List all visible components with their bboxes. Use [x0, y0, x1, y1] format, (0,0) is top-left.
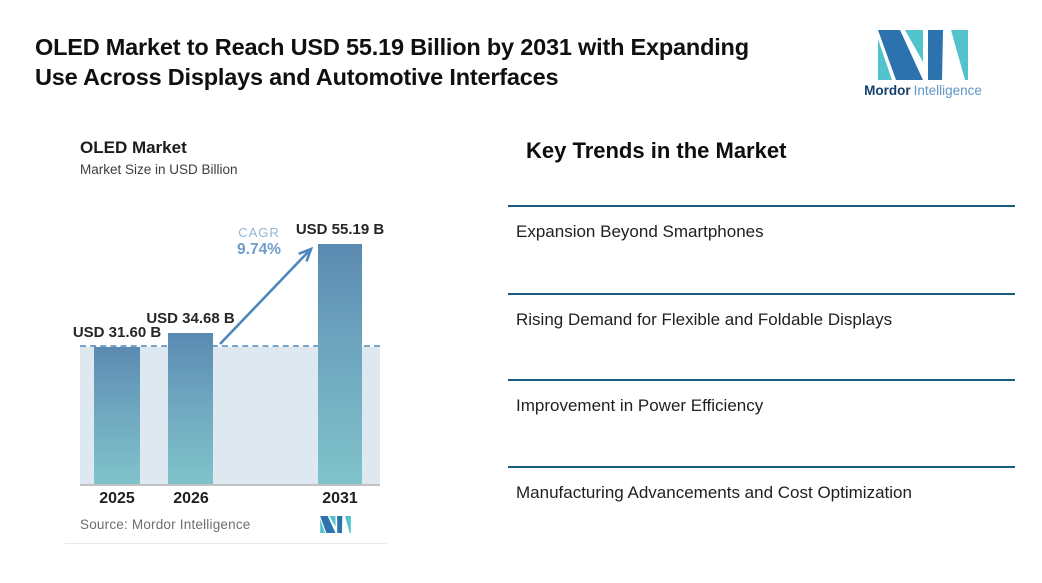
- trend-item-manufacturing: Manufacturing Advancements and Cost Opti…: [508, 466, 1015, 546]
- trend-item-power-efficiency: Improvement in Power Efficiency: [508, 379, 1015, 466]
- brand-name: Mordor Intelligence: [864, 83, 982, 98]
- x-axis-line: [80, 484, 380, 486]
- x-tick-2025: 2025: [99, 490, 135, 507]
- bar-2026-fill: [168, 333, 213, 484]
- trend-item-expansion: Expansion Beyond Smartphones: [508, 205, 1015, 293]
- bar-2031-fill: [318, 244, 362, 484]
- cagr-annotation: CAGR 9.74%: [219, 225, 299, 259]
- bar-2031-value-label: USD 55.19 B: [295, 221, 385, 238]
- trends-heading: Key Trends in the Market: [526, 138, 787, 163]
- key-trends-panel: Key Trends in the Market Expansion Beyon…: [508, 138, 1015, 546]
- brand-word-mordor: Mordor: [864, 83, 911, 98]
- brand-logo: Mordor Intelligence: [864, 30, 982, 98]
- x-tick-2026: 2026: [173, 490, 209, 507]
- bar-2025-value-label: USD 31.60 B: [72, 324, 162, 341]
- mordor-intelligence-logo-icon: [878, 30, 968, 80]
- bar-2025: USD 31.60 B: [73, 324, 161, 484]
- page-title-line2: Use Across Displays and Automotive Inter…: [35, 64, 559, 90]
- bar-2025-fill: [94, 347, 140, 484]
- trend-item-flexible-displays: Rising Demand for Flexible and Foldable …: [508, 293, 1015, 379]
- chart-subtitle: Market Size in USD Billion: [80, 162, 238, 177]
- x-axis-labels: 2025 2026 2031: [80, 490, 380, 510]
- reference-dashed-line: [80, 345, 380, 347]
- bar-2026: USD 34.68 B: [146, 310, 235, 484]
- bar-2031: USD 55.19 B: [296, 221, 384, 484]
- brand-word-intelligence: Intelligence: [913, 83, 982, 98]
- x-tick-2031: 2031: [322, 490, 358, 507]
- bar-2026-value-label: USD 34.68 B: [146, 310, 235, 327]
- card-bottom-divider: [65, 543, 387, 544]
- market-chart-card: OLED Market Market Size in USD Billion U…: [60, 128, 390, 545]
- mordor-intelligence-mini-logo-icon: [320, 516, 351, 533]
- cagr-value: 9.74%: [237, 241, 281, 258]
- source-attribution: Source: Mordor Intelligence: [80, 517, 251, 532]
- page-title-line1: OLED Market to Reach USD 55.19 Billion b…: [35, 34, 749, 60]
- page-title: OLED Market to Reach USD 55.19 Billion b…: [35, 32, 865, 92]
- trends-list: Expansion Beyond Smartphones Rising Dema…: [508, 205, 1015, 546]
- chart-title: OLED Market: [80, 138, 187, 157]
- cagr-label: CAGR: [238, 225, 280, 240]
